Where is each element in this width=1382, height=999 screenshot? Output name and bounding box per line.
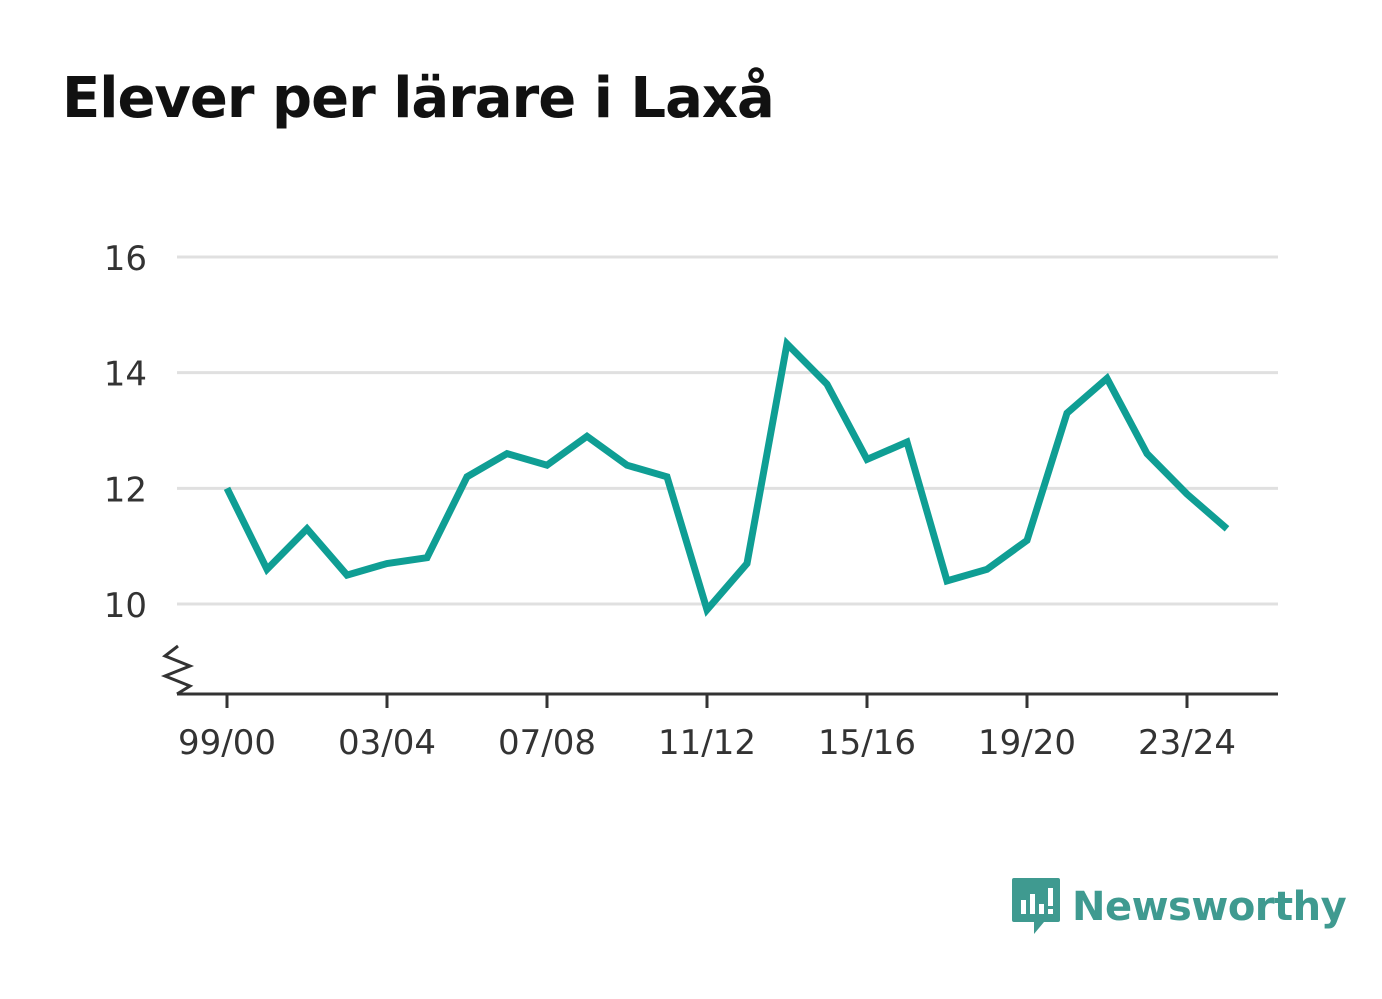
x-tick-label: 23/24 [1138,723,1236,763]
chart-title: Elever per lärare i Laxå [62,66,775,131]
x-tick-label: 99/00 [178,723,276,763]
x-tick-label: 19/20 [978,723,1076,763]
y-tick-label: 14 [104,355,147,395]
y-axis-tick-labels: 10 12 14 16 [104,239,147,626]
series-layer [223,336,1230,617]
axis-break-icon [160,644,195,696]
brand-name: Newsworthy [1072,884,1347,930]
x-tick-label: 11/12 [658,723,756,763]
newsworthy-logo: Newsworthy [1010,876,1347,938]
y-tick-label: 16 [104,239,147,279]
x-axis: 99/00 03/04 07/08 11/12 15/16 19/20 23/24 [177,692,1278,763]
y-tick-label: 12 [104,470,147,510]
series-line [223,336,1230,617]
newsworthy-logo-icon [1012,878,1060,934]
grid-lines [177,255,1278,606]
x-tick-label: 03/04 [338,723,436,763]
axis-break-zigzag [160,644,195,696]
x-tick-label: 15/16 [818,723,916,763]
y-tick-label: 10 [104,586,147,626]
x-tick-label: 07/08 [498,723,596,763]
